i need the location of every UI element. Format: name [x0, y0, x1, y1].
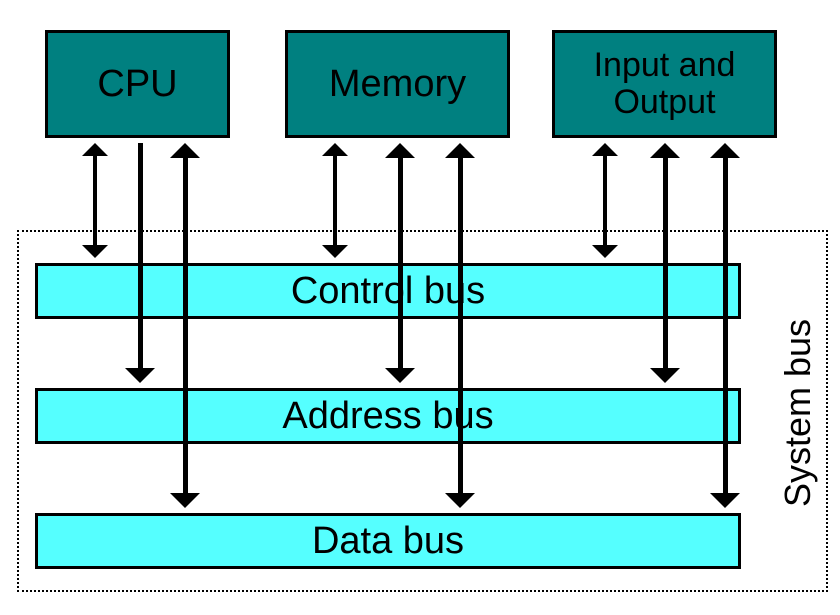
arrow-head-down-icon	[170, 493, 200, 508]
arrow-head-up-icon	[82, 143, 108, 156]
arrow-line	[458, 158, 463, 493]
address-bus: Address bus	[35, 388, 741, 444]
arrow-head-down-icon	[82, 245, 108, 258]
arrow-head-down-icon	[592, 245, 618, 258]
arrow-line	[663, 158, 668, 368]
arrow-head-up-icon	[710, 143, 740, 158]
arrow-line	[138, 143, 143, 368]
arrow-head-up-icon	[592, 143, 618, 156]
arrow-head-up-icon	[445, 143, 475, 158]
arrow-head-up-icon	[385, 143, 415, 158]
arrow-head-up-icon	[650, 143, 680, 158]
cpu-label: CPU	[97, 63, 177, 106]
memory-label: Memory	[329, 63, 466, 106]
io-box: Input and Output	[552, 30, 777, 138]
arrow-head-up-icon	[170, 143, 200, 158]
io-label: Input and Output	[594, 47, 736, 122]
cpu-box: CPU	[45, 30, 230, 138]
arrow-line	[723, 158, 728, 493]
arrow-line	[93, 156, 97, 245]
arrow-head-down-icon	[125, 368, 155, 383]
arrow-line	[333, 156, 337, 245]
arrow-head-down-icon	[385, 368, 415, 383]
memory-box: Memory	[285, 30, 510, 138]
data-bus-label: Data bus	[312, 520, 464, 563]
arrow-head-down-icon	[445, 493, 475, 508]
system-bus-diagram: CPU Memory Input and Output System bus C…	[0, 0, 840, 615]
system-bus-label: System bus	[777, 313, 819, 513]
control-bus-label: Control bus	[291, 270, 485, 313]
arrow-head-down-icon	[710, 493, 740, 508]
arrow-line	[603, 156, 607, 245]
arrow-head-up-icon	[322, 143, 348, 156]
data-bus: Data bus	[35, 513, 741, 569]
arrow-line	[398, 158, 403, 368]
arrow-head-down-icon	[650, 368, 680, 383]
arrow-line	[183, 158, 188, 493]
arrow-head-down-icon	[322, 245, 348, 258]
